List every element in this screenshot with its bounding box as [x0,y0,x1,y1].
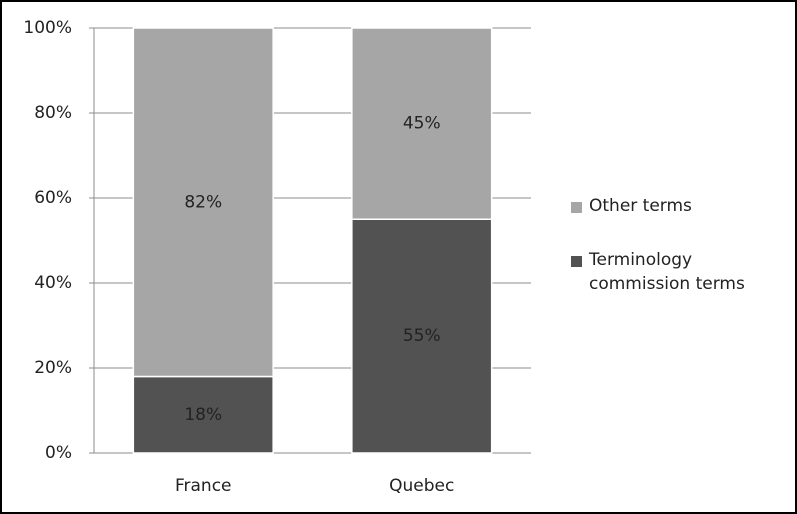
bar-segment [132,27,274,378]
y-tick-label: 80% [34,103,72,123]
y-tick-label: 0% [45,443,72,463]
legend-item: Terminology commission terms [570,248,785,296]
data-label: 45% [403,114,441,134]
legend-label: Other terms [589,196,692,216]
x-tick-label: France [175,476,232,496]
legend-swatch [570,201,583,214]
legend-swatch [570,255,583,268]
bar-segment [351,27,493,220]
bar-segment [351,218,493,454]
y-tick-label: 20% [34,358,72,378]
data-label: 18% [184,405,222,425]
legend-item: Other terms [570,194,785,218]
legend: Other terms Terminology commission terms [570,194,785,326]
data-label: 55% [403,326,441,346]
legend-label: Terminology commission terms [589,250,745,294]
bar-segment [132,375,274,454]
x-tick-label: Quebec [389,476,454,496]
y-tick-label: 40% [34,273,72,293]
y-tick-label: 60% [34,188,72,208]
y-tick-label: 100% [23,18,72,38]
data-label: 82% [184,192,222,212]
